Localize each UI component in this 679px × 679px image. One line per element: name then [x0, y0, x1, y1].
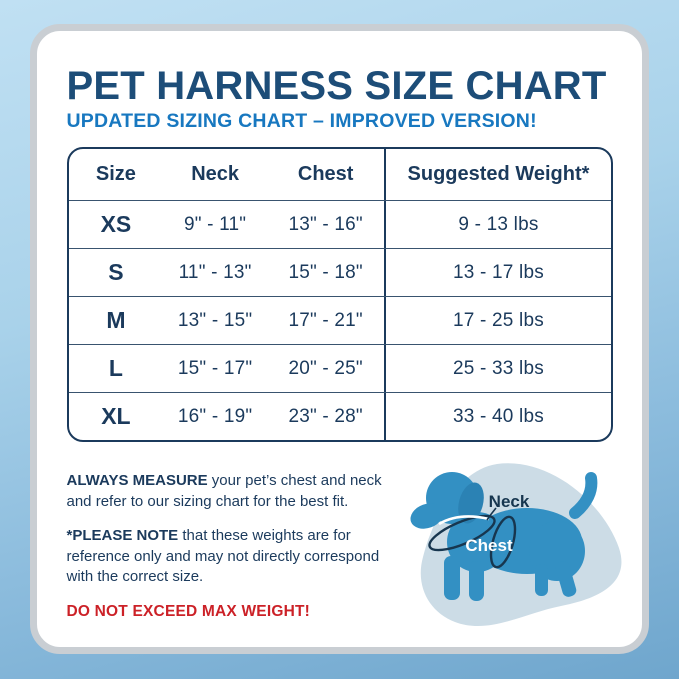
notes-block: ALWAYS MEASURE your pet’s chest and neck…	[67, 458, 405, 622]
note-measure-rest: your pet’s chest and neck and refer to o…	[66, 472, 382, 511]
cell-neck: 16" - 19"	[177, 405, 253, 427]
note-please-rest: that these weights are for reference onl…	[66, 526, 380, 586]
cell-size: L	[108, 355, 123, 382]
cell-weight: 13 - 17 lbs	[384, 249, 610, 297]
cell-neck: 13" - 15"	[177, 309, 253, 331]
cell-weight: 25 - 33 lbs	[384, 345, 610, 393]
cell-weight: 17 - 25 lbs	[384, 297, 610, 345]
header-chest: Chest	[297, 163, 354, 186]
header-size: Size	[95, 163, 136, 186]
chest-measure-loop	[489, 516, 516, 569]
neck-measure-loop	[427, 515, 496, 552]
note-measure: ALWAYS MEASURE your pet’s chest and neck…	[67, 471, 405, 512]
cell-size: XS	[100, 211, 132, 238]
page-title: PET HARNESS SIZE CHART	[66, 64, 607, 108]
cell-chest: 23" - 28"	[288, 405, 363, 427]
cell-size: XL	[101, 403, 131, 430]
dog-measurement-illustration: Neck Chest	[397, 458, 647, 644]
cell-size: M	[106, 307, 126, 334]
cell-neck: 9" - 11"	[183, 213, 247, 235]
cell-size: S	[108, 259, 124, 286]
cell-chest: 20" - 25"	[288, 357, 363, 379]
cell-chest: 15" - 18"	[288, 261, 363, 283]
card-content: PET HARNESS SIZE CHART UPDATED SIZING CH…	[66, 64, 621, 648]
header-neck: Neck	[191, 163, 239, 186]
neck-label-leader-line	[485, 507, 497, 521]
dog-ear	[457, 482, 484, 524]
note-measure-bold: ALWAYS MEASURE	[66, 472, 208, 490]
page-subtitle: UPDATED SIZING CHART – IMPROVED VERSION!	[66, 110, 537, 132]
max-weight-warning: DO NOT EXCEED MAX WEIGHT!	[66, 602, 311, 620]
table-row-m: M 13" - 15" 17" - 21" 17 - 25 lbs	[68, 296, 611, 345]
dog-illustration-svg: Neck Chest	[410, 463, 621, 627]
note-please: *PLEASE NOTE that these weights are for …	[67, 526, 405, 588]
note-please-bold: *PLEASE NOTE	[66, 526, 179, 544]
size-table: Size Neck Chest Suggested Weight* XS 9" …	[66, 147, 613, 443]
cell-chest: 13" - 16"	[288, 213, 363, 235]
chest-label: Chest	[465, 536, 513, 555]
cell-chest: 17" - 21"	[288, 309, 363, 331]
cell-weight: 33 - 40 lbs	[384, 393, 610, 441]
cell-weight: 9 - 13 lbs	[384, 201, 610, 249]
table-row-xs: XS 9" - 11" 13" - 16" 9 - 13 lbs	[68, 200, 611, 249]
cell-neck: 11" - 13"	[178, 261, 252, 283]
header-suggested-weight: Suggested Weight*	[384, 149, 610, 201]
cell-neck: 15" - 17"	[177, 357, 253, 379]
chart-card: PET HARNESS SIZE CHART UPDATED SIZING CH…	[30, 24, 649, 654]
table-row-s: S 11" - 13" 15" - 18" 13 - 17 lbs	[68, 248, 611, 297]
table-header-row: Size Neck Chest Suggested Weight*	[69, 149, 611, 201]
neck-label: Neck	[488, 492, 529, 511]
table-row-l: L 15" - 17" 20" - 25" 25 - 33 lbs	[68, 344, 611, 393]
bottom-section: ALWAYS MEASURE your pet’s chest and neck…	[67, 458, 621, 648]
table-row-xl: XL 16" - 19" 23" - 28" 33 - 40 lbs	[68, 392, 611, 441]
